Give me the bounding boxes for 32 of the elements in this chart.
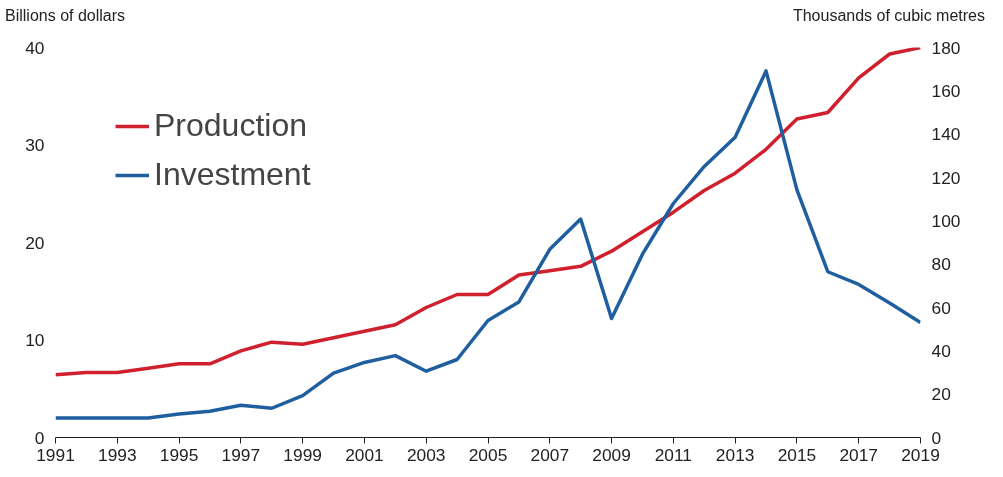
y-axis-title: Billions of dollars (5, 6, 126, 26)
x-tick-label: 1993 (98, 444, 137, 465)
x-tick-label: 2003 (406, 444, 446, 465)
y2-tick-label: 80 (931, 254, 951, 275)
y2-tick-label: 40 (931, 340, 951, 361)
x-tick-label: 2017 (839, 444, 878, 465)
y2-tick-label: 160 (931, 80, 961, 101)
y-tick-label: 40 (25, 37, 45, 58)
y2-axis-title: Thousands of cubic metres (792, 6, 985, 26)
x-tick-label: 2001 (345, 444, 384, 465)
legend-label: Investment (154, 156, 311, 193)
y2-tick-label: 140 (931, 124, 961, 145)
y-tick-label: 20 (25, 232, 45, 253)
y2-tick-label: 120 (931, 167, 961, 188)
line-series (55, 47, 921, 377)
x-tick-label: 2009 (592, 444, 631, 465)
x-tick-label: 2011 (654, 444, 692, 465)
x-tick-label: 2005 (468, 444, 508, 465)
x-tick-label: 1995 (159, 444, 199, 465)
y-tick-label: 30 (25, 135, 45, 155)
line-series (55, 69, 921, 420)
y2-tick-label: 60 (931, 297, 951, 318)
x-tick-label: 1997 (221, 444, 261, 465)
y-tick-label: 10 (25, 330, 45, 350)
x-tick-label: 2013 (715, 444, 755, 465)
legend-label: Production (154, 107, 307, 144)
x-tick-label: 1999 (283, 444, 322, 465)
y2-tick-label: 20 (931, 384, 951, 405)
y2-tick-label: 180 (931, 37, 961, 58)
x-tick-label: 2015 (777, 444, 817, 465)
y2-tick-label: 100 (931, 210, 961, 231)
x-tick-label: 2007 (530, 444, 570, 465)
